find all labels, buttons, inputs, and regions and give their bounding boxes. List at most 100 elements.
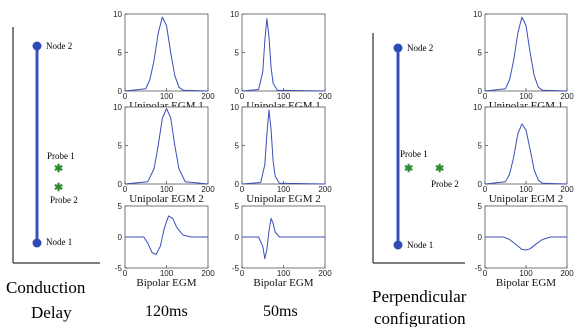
egm-trace — [242, 217, 325, 260]
y-tick-label: 5 — [235, 202, 240, 211]
x-tick-label: 100 — [519, 185, 533, 194]
y-tick-label: 5 — [235, 49, 240, 58]
x-tick-label: 100 — [160, 92, 174, 101]
y-tick-label: 10 — [113, 10, 122, 19]
probe-2-label: Probe 2 — [50, 195, 78, 205]
caption-configuration: configuration — [374, 309, 466, 327]
x-tick-label: 100 — [277, 269, 291, 278]
caption-delay: Delay — [31, 303, 72, 322]
panel-xlabel: Unipolar EGM 2 — [129, 193, 204, 205]
x-tick-label: 0 — [483, 269, 488, 278]
y-tick-label: 5 — [118, 142, 123, 151]
y-tick-label: -5 — [232, 264, 240, 273]
y-tick-label: 5 — [118, 202, 123, 211]
plot-frame — [484, 106, 568, 185]
panel-xlabel: Bipolar EGM — [253, 277, 313, 289]
y-tick-label: 0 — [235, 233, 240, 242]
x-tick-label: 0 — [123, 92, 128, 101]
x-tick-label: 0 — [240, 185, 245, 194]
y-tick-label: 10 — [230, 10, 239, 19]
y-tick-label: 0 — [235, 180, 240, 189]
y-tick-label: 5 — [235, 142, 240, 151]
node-2-marker — [32, 41, 42, 51]
perpendicular-schematic: Node 2 Node 1 Probe 1 Probe 2 ✱ ✱ Perpen… — [372, 33, 467, 327]
node-1-marker — [32, 238, 42, 248]
delay-50ms-label: 50ms — [263, 303, 298, 320]
probe-2-marker: ✱ — [435, 163, 444, 175]
egm-trace — [124, 108, 209, 185]
x-tick-label: 0 — [483, 92, 488, 101]
x-tick-label: 200 — [201, 269, 215, 278]
y-tick-label: 5 — [478, 202, 483, 211]
y-tick-label: 0 — [478, 87, 483, 96]
node-2-marker — [393, 43, 403, 53]
y-tick-label: 10 — [473, 10, 482, 19]
probe-1-label: Probe 1 — [400, 149, 428, 159]
y-tick-label: 5 — [118, 49, 123, 58]
probe-2-label: Probe 2 — [431, 179, 459, 189]
x-tick-label: 0 — [123, 185, 128, 194]
probe-2-marker: ✱ — [54, 182, 63, 194]
egm-trace — [484, 16, 568, 92]
node-2-label: Node 2 — [407, 43, 433, 53]
node-1-marker — [393, 240, 403, 250]
plot-frame — [241, 106, 326, 185]
x-tick-label: 0 — [123, 269, 128, 278]
x-tick-label: 100 — [160, 185, 174, 194]
x-tick-label: 200 — [560, 269, 574, 278]
y-tick-label: 0 — [235, 87, 240, 96]
caption-conduction: Conduction — [6, 278, 86, 297]
probe-1-marker: ✱ — [54, 163, 63, 175]
y-tick-label: 5 — [478, 49, 483, 58]
x-tick-label: 100 — [519, 92, 533, 101]
x-tick-label: 200 — [318, 92, 332, 101]
y-tick-label: 0 — [118, 180, 123, 189]
panel-xlabel: Unipolar EGM 2 — [489, 193, 564, 205]
node-1-label: Node 1 — [46, 237, 72, 247]
egm-trace — [125, 215, 208, 255]
panel-xlabel: Unipolar EGM 2 — [246, 193, 321, 205]
y-tick-label: 10 — [473, 103, 482, 112]
node-1-label: Node 1 — [407, 240, 433, 250]
y-tick-label: 10 — [113, 103, 122, 112]
caption-perpendicular: Perpendicular — [372, 287, 467, 306]
probe-1-label: Probe 1 — [47, 151, 75, 161]
x-tick-label: 200 — [318, 185, 332, 194]
plot-frame — [124, 106, 209, 185]
y-tick-label: 0 — [118, 233, 123, 242]
x-tick-label: 100 — [160, 269, 174, 278]
y-tick-label: 0 — [478, 233, 483, 242]
y-tick-label: 0 — [118, 87, 123, 96]
y-tick-label: 10 — [230, 103, 239, 112]
x-tick-label: 100 — [277, 185, 291, 194]
conduction-delay-schematic: Node 2 Node 1 Probe 1 Probe 2 ✱ ✱ Conduc… — [6, 27, 100, 322]
x-tick-label: 100 — [277, 92, 291, 101]
x-tick-label: 0 — [240, 269, 245, 278]
panel-xlabel: Bipolar EGM — [136, 277, 196, 289]
egm-trace — [484, 123, 568, 185]
node-2-label: Node 2 — [46, 41, 72, 51]
panel-xlabel: Bipolar EGM — [496, 277, 556, 289]
y-tick-label: 5 — [478, 142, 483, 151]
x-tick-label: 200 — [560, 185, 574, 194]
y-tick-label: 0 — [478, 180, 483, 189]
y-tick-label: -5 — [475, 264, 483, 273]
delay-120ms-label: 120ms — [145, 303, 188, 320]
x-tick-label: 0 — [240, 92, 245, 101]
egm-trace — [241, 18, 326, 92]
plot-frame — [241, 13, 326, 92]
x-tick-label: 200 — [318, 269, 332, 278]
y-tick-label: -5 — [115, 264, 123, 273]
egm-trace — [124, 16, 209, 92]
egm-trace — [241, 109, 326, 185]
